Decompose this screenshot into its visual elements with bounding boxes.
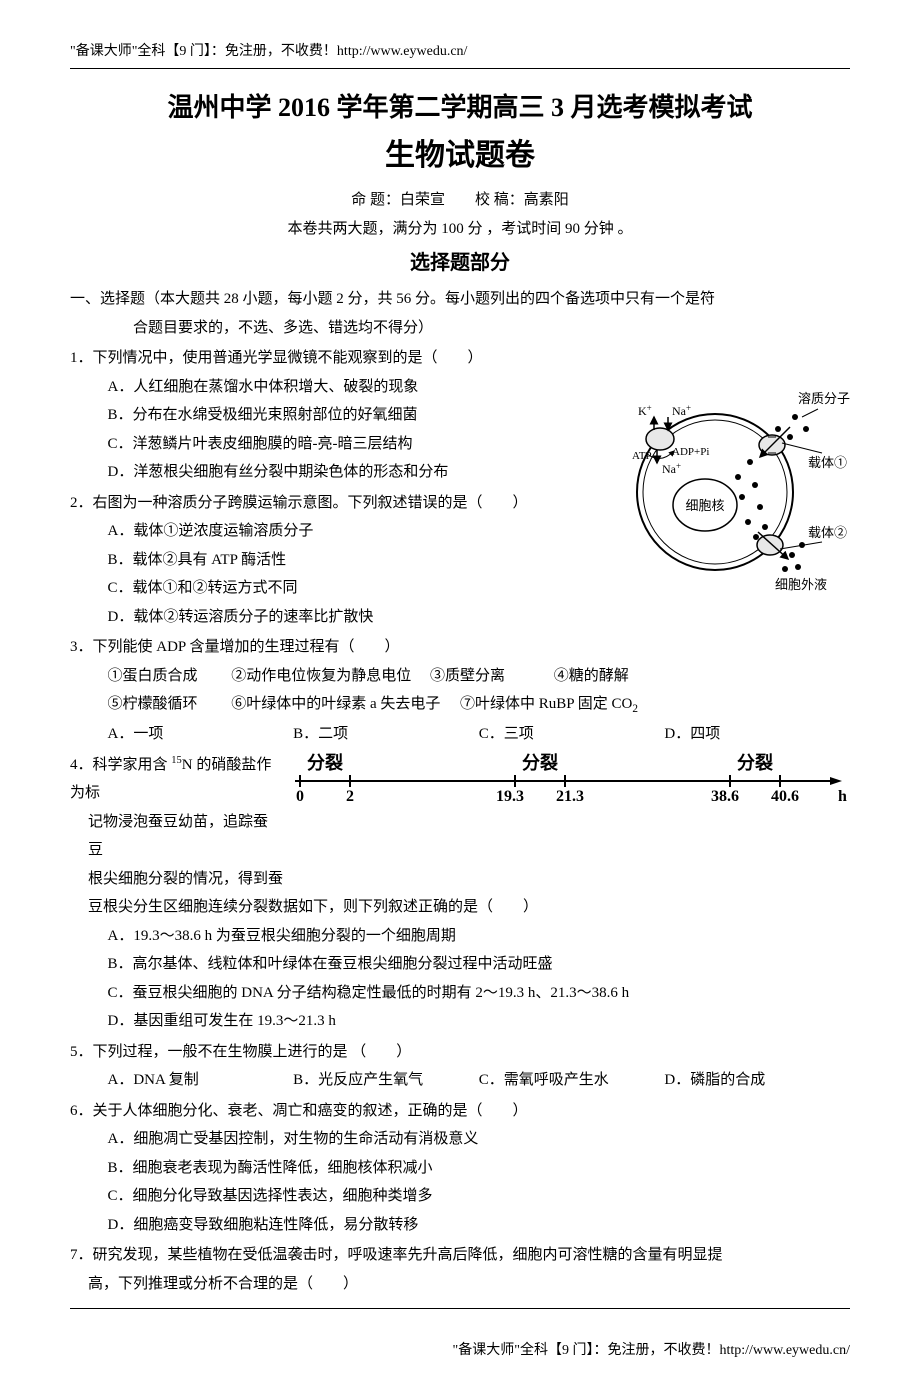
q3-option-c: C．三项 (479, 720, 665, 749)
svg-text:21.3: 21.3 (556, 788, 584, 805)
q4-timeline: 分裂 分裂 分裂 0 2 19.3 21.3 38.6 40.6 h (290, 751, 850, 814)
q4-option-b: B．高尔基体、线粒体和叶绿体在蚕豆根尖细胞分裂过程中活动旺盛 (70, 950, 850, 979)
q5-option-b: B．光反应产生氧气 (293, 1066, 479, 1095)
q5-stem: 5．下列过程，一般不在生物膜上进行的是 （ ） (70, 1038, 850, 1067)
q6-option-b: B．细胞衰老表现为酶活性降低，细胞核体积减小 (70, 1154, 850, 1183)
svg-text:40.6: 40.6 (771, 788, 799, 805)
nucleus-label: 细胞核 (685, 498, 724, 513)
q6-option-a: A．细胞凋亡受基因控制，对生物的生命活动有消极意义 (70, 1125, 850, 1154)
svg-text:Na+: Na+ (672, 403, 691, 418)
adp-label: ADP+Pi (672, 446, 709, 458)
q3-option-a: A．一项 (108, 720, 294, 749)
q6-option-c: C．细胞分化导致基因选择性表达，细胞种类增多 (70, 1182, 850, 1211)
section-title: 选择题部分 (70, 246, 850, 275)
q5-option-d: D．磷脂的合成 (664, 1066, 850, 1095)
svg-text:19.3: 19.3 (496, 788, 524, 805)
carrier1-label: 载体① (808, 455, 847, 470)
q3-options: A．一项 B．二项 C．三项 D．四项 (70, 720, 850, 749)
q1-stem: 1．下列情况中，使用普通光学显微镜不能观察到的是（ ） (70, 344, 850, 373)
q5-option-c: C．需氧呼吸产生水 (479, 1066, 665, 1095)
instructions-line2: 合题目要求的，不选、多选、错选均不得分） (70, 314, 850, 343)
svg-text:38.6: 38.6 (711, 788, 739, 805)
solute-label: 溶质分子 (798, 391, 850, 406)
exam-title: 温州中学 2016 学年第二学期高三 3 月选考模拟考试 (70, 87, 850, 124)
q4-option-c: C．蚕豆根尖细胞的 DNA 分子结构稳定性最低的时期有 2～19.3 h、21.… (70, 979, 850, 1008)
q4-option-d: D．基因重组可发生在 19.3～21.3 h (70, 1007, 850, 1036)
q3-items-row2: ⑤柠檬酸循环 ⑥叶绿体中的叶绿素 a 失去电子 ⑦叶绿体中 RuBP 固定 CO… (70, 690, 850, 720)
q7-stem: 7．研究发现，某些植物在受低温袭击时，呼吸速率先升高后降低，细胞内可溶性糖的含量… (70, 1241, 850, 1270)
svg-text:h: h (838, 788, 847, 805)
q5-option-a: A．DNA 复制 (108, 1066, 294, 1095)
svg-text:0: 0 (296, 788, 304, 805)
svg-text:2: 2 (346, 788, 354, 805)
q4-stem-line3: 根尖细胞分裂的情况，得到蚕 (70, 865, 850, 894)
subject-title: 生物试题卷 (70, 130, 850, 174)
header-note: "备课大师"全科【9 门】：免注册，不收费！http://www.eywedu.… (70, 40, 850, 60)
q4-option-a: A．19.3～38.6 h 为蚕豆根尖细胞分裂的一个细胞周期 (70, 922, 850, 951)
q6-option-d: D．细胞癌变导致细胞粘连性降低，易分散转移 (70, 1211, 850, 1240)
author-line: 命 题：白荣宣 校 稿：高素阳 (70, 188, 850, 209)
q2-option-d: D．载体②转运溶质分子的速率比扩散快 (70, 603, 850, 632)
q4-stem-line4: 豆根尖分生区细胞连续分裂数据如下，则下列叙述正确的是（ ） (70, 893, 850, 922)
q4-stem-line2: 记物浸泡蚕豆幼苗，追踪蚕豆 (70, 808, 850, 865)
atp-label: ATP (632, 450, 652, 462)
q5-options: A．DNA 复制 B．光反应产生氧气 C．需氧呼吸产生水 D．磷脂的合成 (70, 1066, 850, 1095)
carrier2-label: 载体② (808, 525, 847, 540)
q3-stem: 3．下列能使 ADP 含量增加的生理过程有（ ） (70, 633, 850, 662)
footer-note: "备课大师"全科【9 门】：免注册，不收费！http://www.eywedu.… (70, 1339, 850, 1359)
svg-text:分裂: 分裂 (522, 753, 558, 773)
svg-text:分裂: 分裂 (737, 753, 773, 773)
instructions-line1: 一、选择题（本大题共 28 小题，每小题 2 分，共 56 分。每小题列出的四个… (70, 291, 715, 307)
exam-meta: 本卷共两大题，满分为 100 分 ，考试时间 90 分钟 。 (70, 217, 850, 238)
q6-stem: 6．关于人体细胞分化、衰老、凋亡和癌变的叙述，正确的是（ ） (70, 1097, 850, 1126)
cell-diagram: 细胞核 K+ Na+ Na+ ADP+Pi ATP (620, 377, 850, 602)
instructions: 一、选择题（本大题共 28 小题，每小题 2 分，共 56 分。每小题列出的四个… (70, 285, 850, 342)
q3-option-b: B．二项 (293, 720, 479, 749)
q7-stem-line2: 高，下列推理或分析不合理的是（ ） (70, 1270, 850, 1299)
svg-text:K+: K+ (638, 403, 652, 418)
svg-text:分裂: 分裂 (307, 753, 343, 773)
q3-option-d: D．四项 (664, 720, 850, 749)
q3-items-row1: ①蛋白质合成 ②动作电位恢复为静息电位 ③质壁分离 ④糖的酵解 (70, 662, 850, 691)
header-divider (70, 68, 850, 69)
footer-divider (70, 1308, 850, 1309)
fluid-label: 细胞外液 (775, 577, 827, 592)
